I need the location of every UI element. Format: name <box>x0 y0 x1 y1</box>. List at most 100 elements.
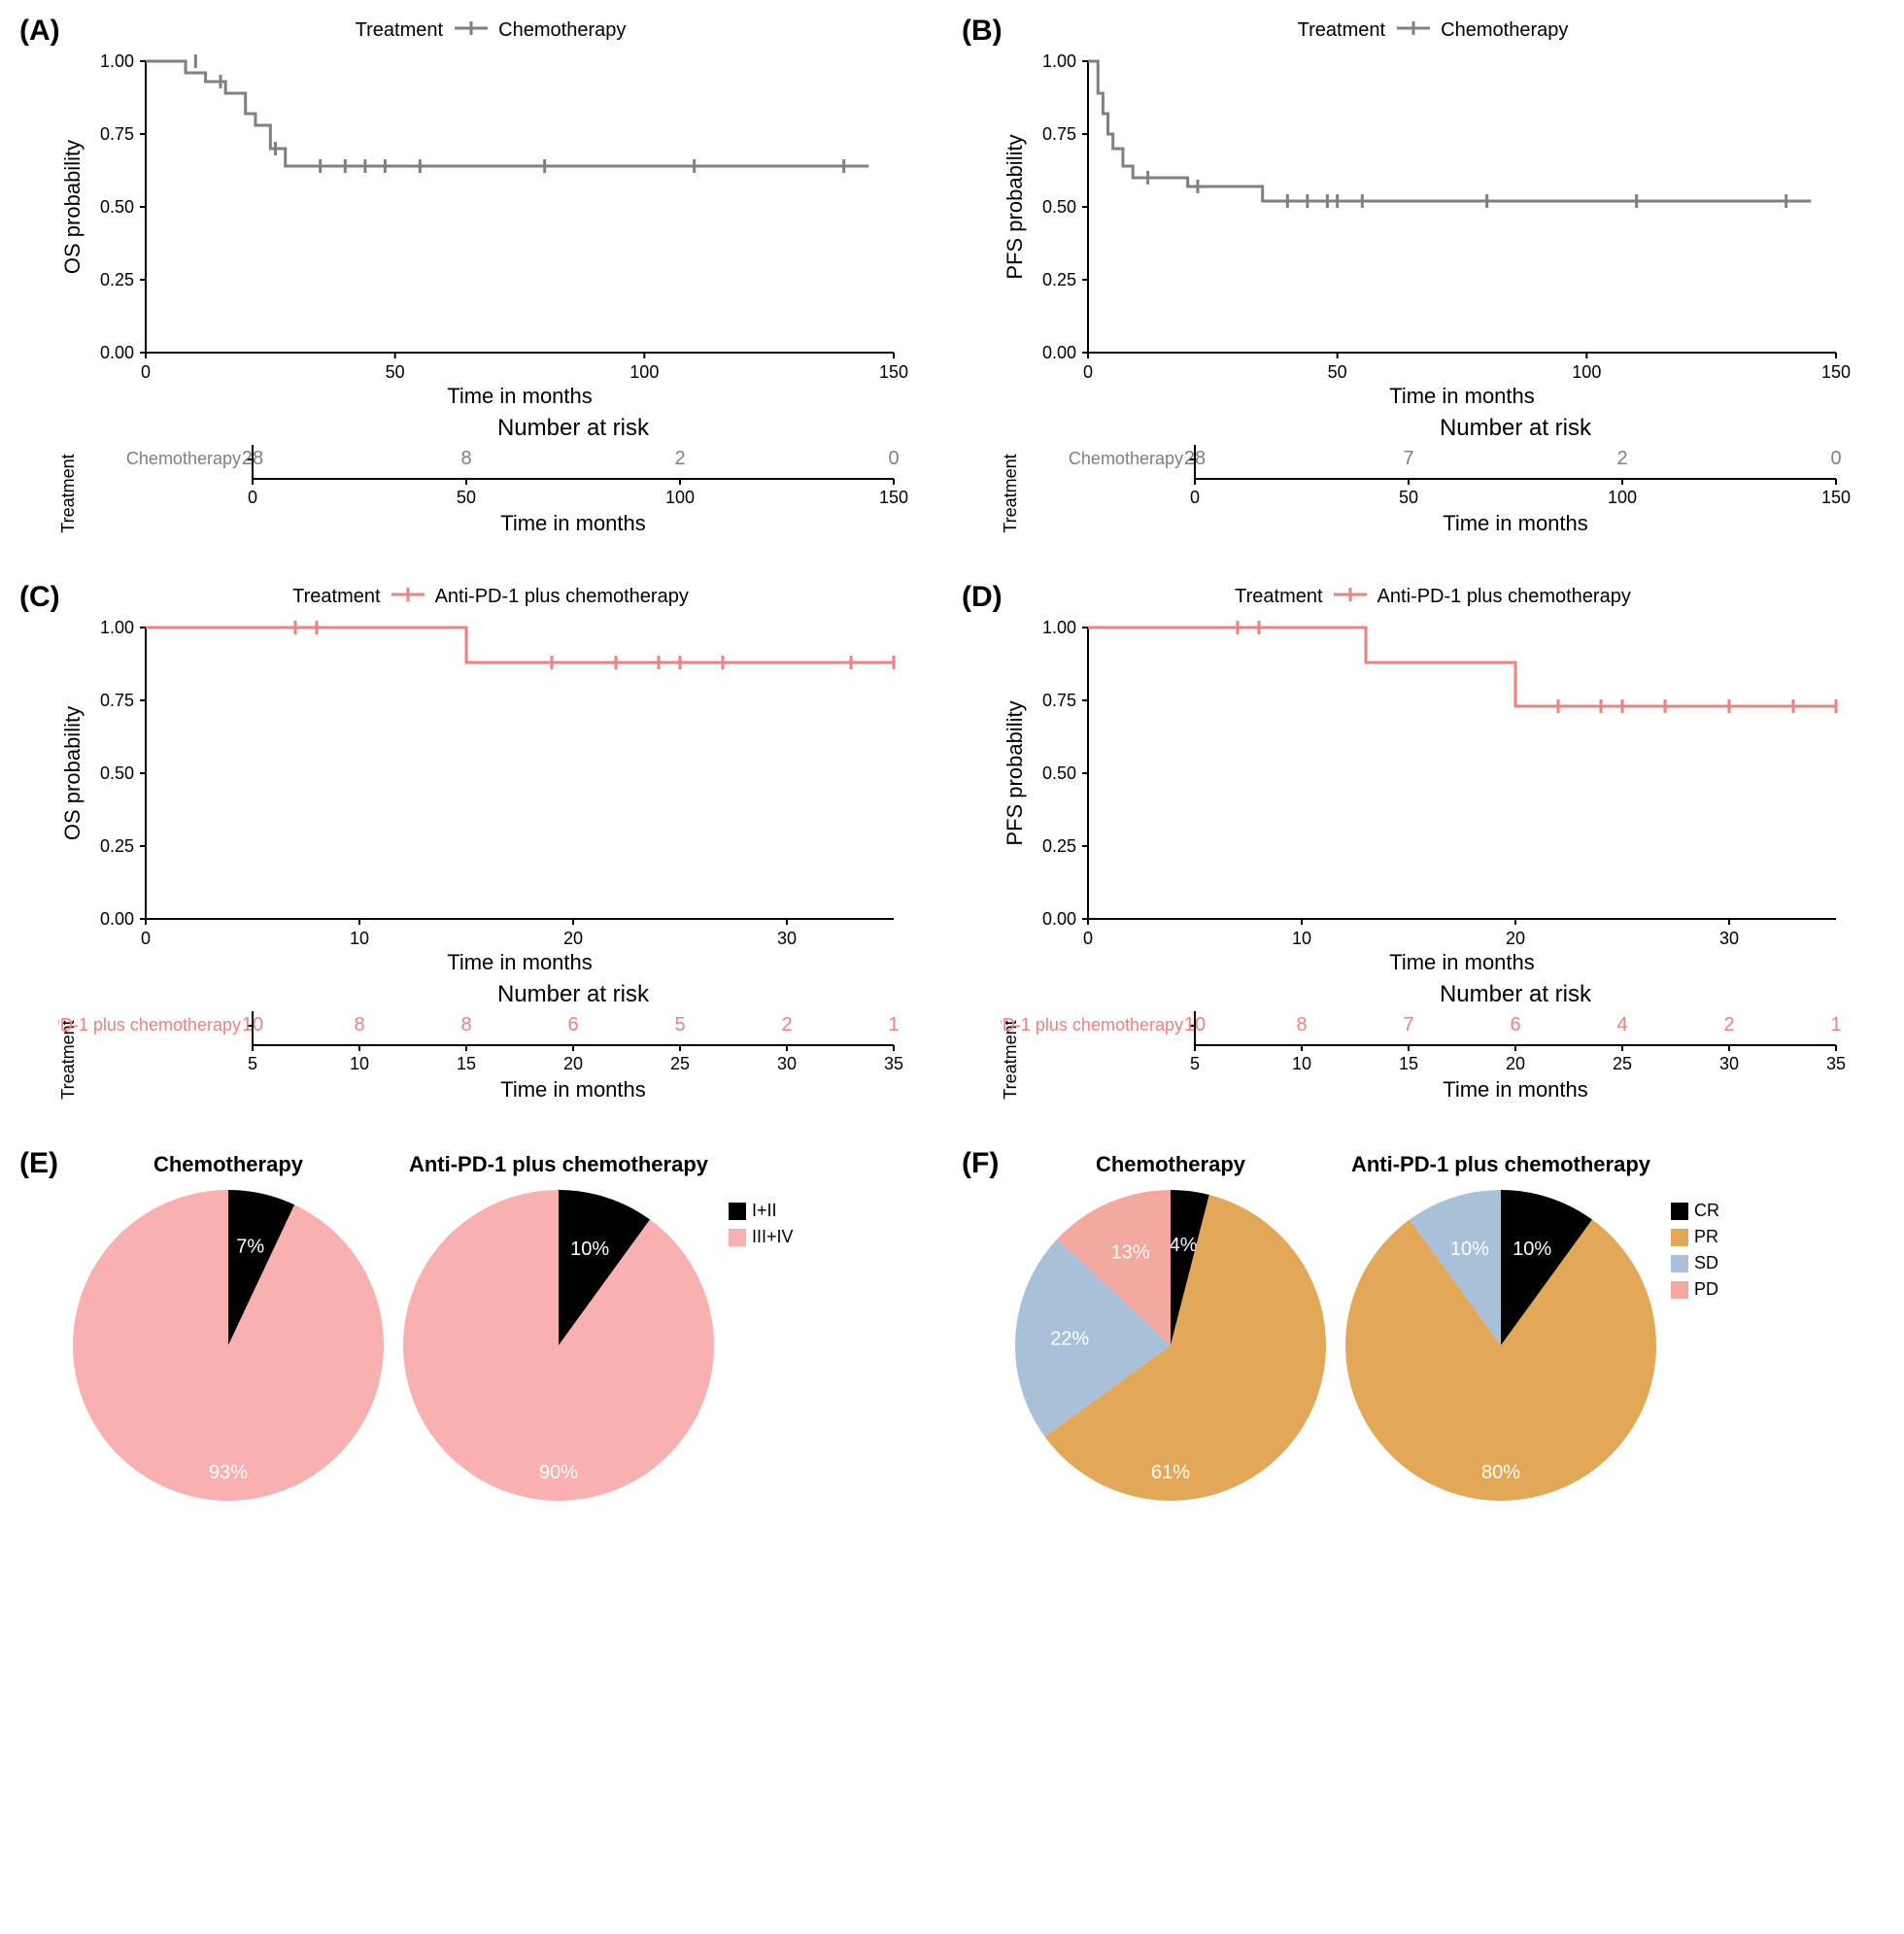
svg-text:93%: 93% <box>209 1463 248 1484</box>
svg-text:22%: 22% <box>1050 1329 1089 1350</box>
svg-text:6: 6 <box>567 1014 578 1035</box>
svg-text:PFS probability: PFS probability <box>1003 135 1027 280</box>
panel-d: (D) Treatment Anti-PD-1 plus chemotherap… <box>962 586 1865 1123</box>
pie-legend-label: SD <box>1694 1253 1718 1273</box>
pie-1: Chemotherapy 4%61%22%13% <box>1010 1152 1331 1506</box>
svg-text:0.75: 0.75 <box>100 124 134 144</box>
svg-text:0.50: 0.50 <box>1042 197 1076 217</box>
swatch-icon <box>1671 1281 1688 1299</box>
svg-text:0.25: 0.25 <box>1042 270 1076 289</box>
panel-a-label: (A) <box>19 15 60 48</box>
svg-text:8: 8 <box>1296 1014 1307 1035</box>
svg-text:100: 100 <box>1608 488 1637 507</box>
svg-text:10: 10 <box>350 1054 369 1073</box>
svg-text:Number at risk: Number at risk <box>497 416 650 441</box>
panel-c: (C) Treatment Anti-PD-1 plus chemotherap… <box>19 586 923 1123</box>
legend-marker-icon <box>1334 586 1367 608</box>
figure-grid: (A) Treatment Chemotherapy 0.000.250.500… <box>19 19 1865 1506</box>
svg-text:1.00: 1.00 <box>1042 51 1076 71</box>
svg-text:100: 100 <box>665 488 695 507</box>
risk-table: Number at riskTreatmentAnti-PD-1 plus ch… <box>1001 982 1855 1118</box>
svg-text:4%: 4% <box>1170 1235 1198 1256</box>
svg-text:0.25: 0.25 <box>1042 836 1076 856</box>
km-plot: 0.000.250.500.751.000102030Time in month… <box>58 618 913 977</box>
svg-text:0.25: 0.25 <box>100 270 134 289</box>
panel-e-label: (E) <box>19 1147 58 1180</box>
legend-prefix: Treatment <box>1235 586 1322 607</box>
svg-text:150: 150 <box>1821 488 1851 507</box>
km-legend: Treatment Chemotherapy <box>1001 19 1865 42</box>
svg-text:1.00: 1.00 <box>1042 618 1076 637</box>
svg-text:Time in months: Time in months <box>447 384 593 408</box>
svg-text:Anti-PD-1 plus chemotherapy: Anti-PD-1 plus chemotherapy <box>1001 1015 1183 1035</box>
svg-text:150: 150 <box>879 362 908 382</box>
svg-text:2: 2 <box>1723 1014 1734 1035</box>
pie-legend-item: III+IV <box>729 1227 794 1247</box>
svg-text:Number at risk: Number at risk <box>497 982 650 1007</box>
svg-text:10: 10 <box>1292 929 1311 948</box>
km-legend: Treatment Chemotherapy <box>58 19 923 42</box>
svg-text:10%: 10% <box>570 1239 609 1261</box>
pie-1-title: Chemotherapy <box>153 1152 303 1177</box>
pie-1-title: Chemotherapy <box>1096 1152 1245 1177</box>
svg-text:0: 0 <box>248 488 257 507</box>
svg-text:OS probability: OS probability <box>60 140 85 274</box>
pie-legend-item: SD <box>1671 1253 1719 1273</box>
svg-text:0.50: 0.50 <box>100 763 134 783</box>
svg-text:0: 0 <box>1083 362 1093 382</box>
svg-text:Time in months: Time in months <box>1389 384 1535 408</box>
pie-legend: CR PR SD PD <box>1671 1201 1719 1300</box>
legend-prefix: Treatment <box>292 586 380 607</box>
pie-legend-label: III+IV <box>752 1227 794 1247</box>
pie-legend-item: CR <box>1671 1201 1719 1221</box>
svg-text:7%: 7% <box>236 1237 264 1258</box>
svg-text:Time in months: Time in months <box>1443 511 1588 535</box>
svg-text:100: 100 <box>629 362 659 382</box>
svg-text:10%: 10% <box>1513 1239 1551 1261</box>
svg-text:50: 50 <box>386 362 405 382</box>
svg-text:Number at risk: Number at risk <box>1440 982 1592 1007</box>
svg-text:13%: 13% <box>1111 1242 1150 1264</box>
svg-text:10%: 10% <box>1450 1239 1489 1261</box>
panel-f: (F) Chemotherapy 4%61%22%13% Anti-PD-1 p… <box>962 1152 1865 1506</box>
svg-text:Time in months: Time in months <box>447 950 593 974</box>
legend-prefix: Treatment <box>356 19 443 41</box>
panel-a: (A) Treatment Chemotherapy 0.000.250.500… <box>19 19 923 557</box>
svg-text:2: 2 <box>674 448 685 469</box>
svg-text:20: 20 <box>563 929 583 948</box>
svg-text:8: 8 <box>460 448 471 469</box>
svg-text:0: 0 <box>1190 488 1200 507</box>
km-legend: Treatment Anti-PD-1 plus chemotherapy <box>58 586 923 608</box>
swatch-icon <box>1671 1255 1688 1272</box>
svg-text:4: 4 <box>1616 1014 1627 1035</box>
svg-text:80%: 80% <box>1481 1463 1520 1484</box>
svg-text:20: 20 <box>1506 929 1525 948</box>
pie-legend-label: CR <box>1694 1201 1719 1221</box>
svg-text:2: 2 <box>1616 448 1627 469</box>
svg-text:0.50: 0.50 <box>100 197 134 217</box>
svg-text:50: 50 <box>457 488 476 507</box>
svg-text:8: 8 <box>460 1014 471 1035</box>
svg-text:10: 10 <box>1292 1054 1311 1073</box>
svg-text:8: 8 <box>354 1014 364 1035</box>
svg-text:50: 50 <box>1399 488 1418 507</box>
svg-text:0.00: 0.00 <box>100 343 134 362</box>
legend-marker-icon <box>391 586 425 608</box>
svg-text:35: 35 <box>884 1054 903 1073</box>
pie-chart: 4%61%22%13% <box>1010 1185 1331 1506</box>
svg-text:25: 25 <box>670 1054 690 1073</box>
pie-2: Anti-PD-1 plus chemotherapy 10%80%10% <box>1341 1152 1661 1506</box>
svg-text:15: 15 <box>1399 1054 1418 1073</box>
svg-text:1.00: 1.00 <box>100 51 134 71</box>
svg-text:2: 2 <box>781 1014 792 1035</box>
km-plot: 0.000.250.500.751.00050100150Time in mon… <box>1001 51 1855 411</box>
svg-text:Anti-PD-1 plus chemotherapy: Anti-PD-1 plus chemotherapy <box>58 1015 241 1035</box>
svg-text:Time in months: Time in months <box>500 511 646 535</box>
svg-text:0: 0 <box>141 362 151 382</box>
risk-table: Number at riskTreatmentAnti-PD-1 plus ch… <box>58 982 913 1118</box>
svg-text:100: 100 <box>1572 362 1601 382</box>
svg-text:Chemotherapy: Chemotherapy <box>126 449 241 468</box>
svg-text:1: 1 <box>888 1014 899 1035</box>
svg-text:150: 150 <box>1821 362 1851 382</box>
svg-text:0.50: 0.50 <box>1042 763 1076 783</box>
